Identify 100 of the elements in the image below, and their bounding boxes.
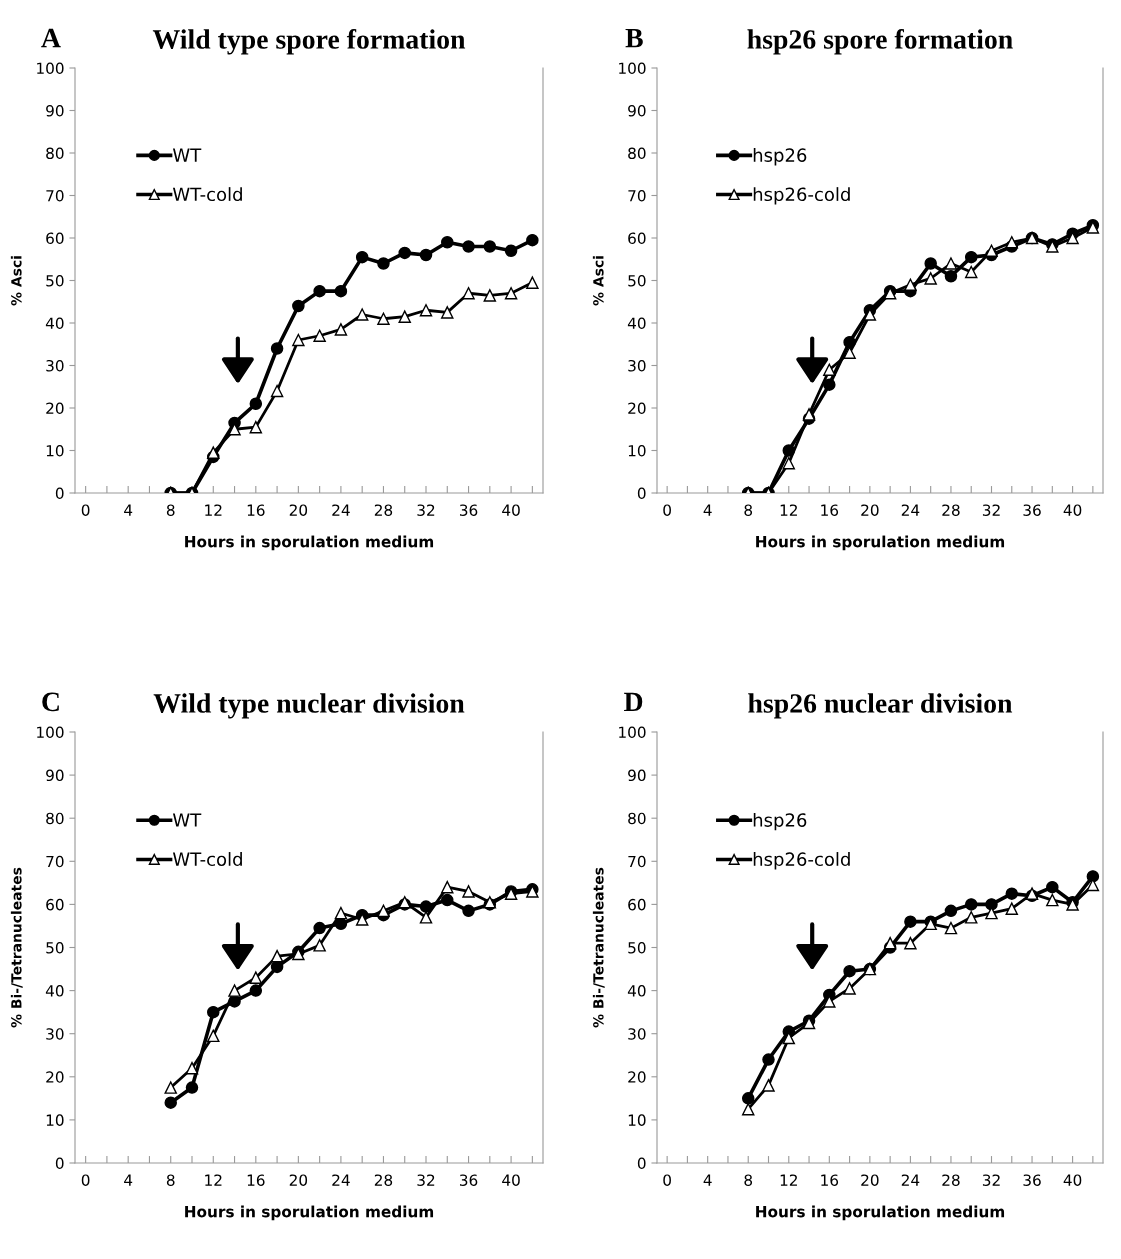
x-axis-title: Hours in sporulation medium: [185, 535, 434, 551]
x-tick-label: 32: [417, 504, 435, 516]
x-tick-label: 32: [982, 504, 1000, 516]
y-tick-label: 50: [46, 274, 64, 287]
y-tick-label: 60: [628, 232, 646, 245]
x-tick-label: 32: [417, 1174, 435, 1186]
y-tick-label: 70: [46, 189, 64, 202]
x-tick-label: 12: [205, 504, 222, 516]
x-tick-label: 28: [374, 1174, 393, 1186]
y-tick-label: 20: [46, 402, 64, 415]
x-tick-label: 8: [166, 1174, 175, 1186]
y-tick-label: 90: [628, 769, 646, 782]
chart-title: hsp26 nuclear division: [748, 693, 1013, 719]
y-tick-label: 50: [46, 941, 64, 954]
x-axis-title: Hours in sporulation medium: [185, 1205, 434, 1221]
x-tick-label: 0: [81, 1174, 90, 1186]
x-tick-label: 12: [780, 504, 797, 516]
y-axis-title: % Asci: [10, 256, 22, 306]
y-tick-label: 100: [37, 62, 64, 75]
y-tick-label: 80: [628, 812, 646, 825]
y-tick-label: 70: [628, 855, 646, 868]
x-tick-label: 20: [861, 504, 879, 516]
x-tick-label: 16: [247, 504, 265, 516]
y-tick-label: 20: [46, 1071, 64, 1083]
x-tick-label: 8: [166, 504, 175, 516]
x-tick-label: 40: [502, 504, 520, 516]
y-tick-label: 100: [37, 726, 64, 739]
x-tick-label: 4: [124, 504, 133, 516]
y-tick-label: 0: [637, 1157, 646, 1170]
y-tick-label: 30: [628, 359, 646, 372]
y-tick-label: 30: [628, 1028, 646, 1040]
y-tick-label: 20: [628, 1071, 646, 1083]
y-axis-title: % Bi-/Tetranucleates: [10, 867, 23, 1028]
legend-label: WT: [172, 813, 202, 827]
chart-title: Wild type nuclear division: [153, 693, 465, 719]
y-tick-label: 100: [619, 726, 646, 739]
y-tick-label: 80: [46, 812, 64, 825]
x-tick-label: 24: [901, 1174, 920, 1186]
legend-label: hsp26-cold: [753, 187, 850, 205]
text: D: [624, 692, 643, 712]
legend-label: hsp26: [753, 148, 807, 166]
x-tick-label: 16: [247, 1174, 265, 1186]
y-tick-label: 30: [46, 1028, 64, 1040]
x-tick-label: 4: [703, 504, 712, 516]
y-tick-label: 40: [45, 317, 64, 330]
y-tick-label: 90: [628, 104, 646, 117]
x-tick-label: 4: [703, 1174, 712, 1186]
x-tick-label: 12: [205, 1174, 222, 1186]
y-tick-label: 10: [46, 444, 64, 457]
x-tick-label: 12: [780, 1174, 797, 1186]
y-tick-label: 90: [46, 769, 64, 782]
x-tick-label: 40: [502, 1174, 520, 1186]
y-tick-label: 80: [46, 147, 64, 160]
text: A: [41, 28, 61, 48]
x-tick-label: 0: [81, 504, 90, 516]
y-axis-title: % Bi-/Tetranucleates: [592, 867, 605, 1028]
x-tick-label: 20: [289, 1174, 308, 1186]
x-tick-label: 24: [332, 1174, 350, 1186]
y-tick-label: 20: [628, 402, 646, 415]
y-tick-label: 30: [46, 359, 64, 372]
y-tick-label: 40: [45, 985, 64, 997]
y-tick-label: 100: [619, 62, 646, 75]
x-tick-label: 28: [942, 504, 960, 516]
legend-label: WT-cold: [172, 852, 242, 867]
x-tick-label: 28: [942, 1174, 960, 1186]
x-axis-title: Hours in sporulation medium: [756, 1205, 1005, 1221]
legend-label: WT: [172, 148, 202, 162]
x-tick-label: 8: [744, 1174, 753, 1186]
x-tick-label: 40: [1063, 1174, 1082, 1186]
chart-title: Wild type spore formation: [152, 29, 466, 55]
chart-title: hsp26 spore formation: [747, 29, 1013, 55]
x-tick-label: 20: [861, 1174, 879, 1186]
x-tick-label: 28: [374, 504, 393, 516]
x-tick-label: 16: [821, 504, 839, 516]
y-tick-label: 80: [628, 147, 646, 160]
legend-label: WT-cold: [172, 187, 242, 202]
y-tick-label: 10: [628, 1114, 646, 1126]
y-tick-label: 90: [46, 104, 64, 117]
y-tick-label: 40: [627, 985, 646, 997]
x-tick-label: 36: [1023, 504, 1041, 516]
y-tick-label: 70: [46, 855, 64, 868]
y-tick-label: 50: [628, 941, 646, 954]
y-tick-label: 10: [46, 1114, 64, 1126]
x-tick-label: 0: [663, 1174, 671, 1186]
x-tick-label: 16: [821, 1174, 839, 1186]
y-axis-title: % Asci: [592, 256, 604, 306]
y-tick-label: 0: [55, 487, 64, 500]
legend-label: hsp26-cold: [753, 852, 850, 870]
y-tick-label: 60: [46, 232, 64, 245]
x-tick-label: 24: [332, 504, 350, 516]
x-tick-label: 8: [744, 504, 753, 516]
x-tick-label: 20: [289, 504, 308, 516]
x-tick-label: 4: [124, 1174, 133, 1186]
x-tick-label: 24: [901, 504, 920, 516]
y-tick-label: 50: [628, 274, 646, 287]
y-tick-label: 10: [628, 444, 646, 457]
x-axis-title: Hours in sporulation medium: [756, 535, 1005, 551]
x-tick-label: 40: [1063, 504, 1082, 516]
y-tick-label: 0: [637, 487, 646, 500]
x-tick-label: 36: [459, 1174, 478, 1186]
